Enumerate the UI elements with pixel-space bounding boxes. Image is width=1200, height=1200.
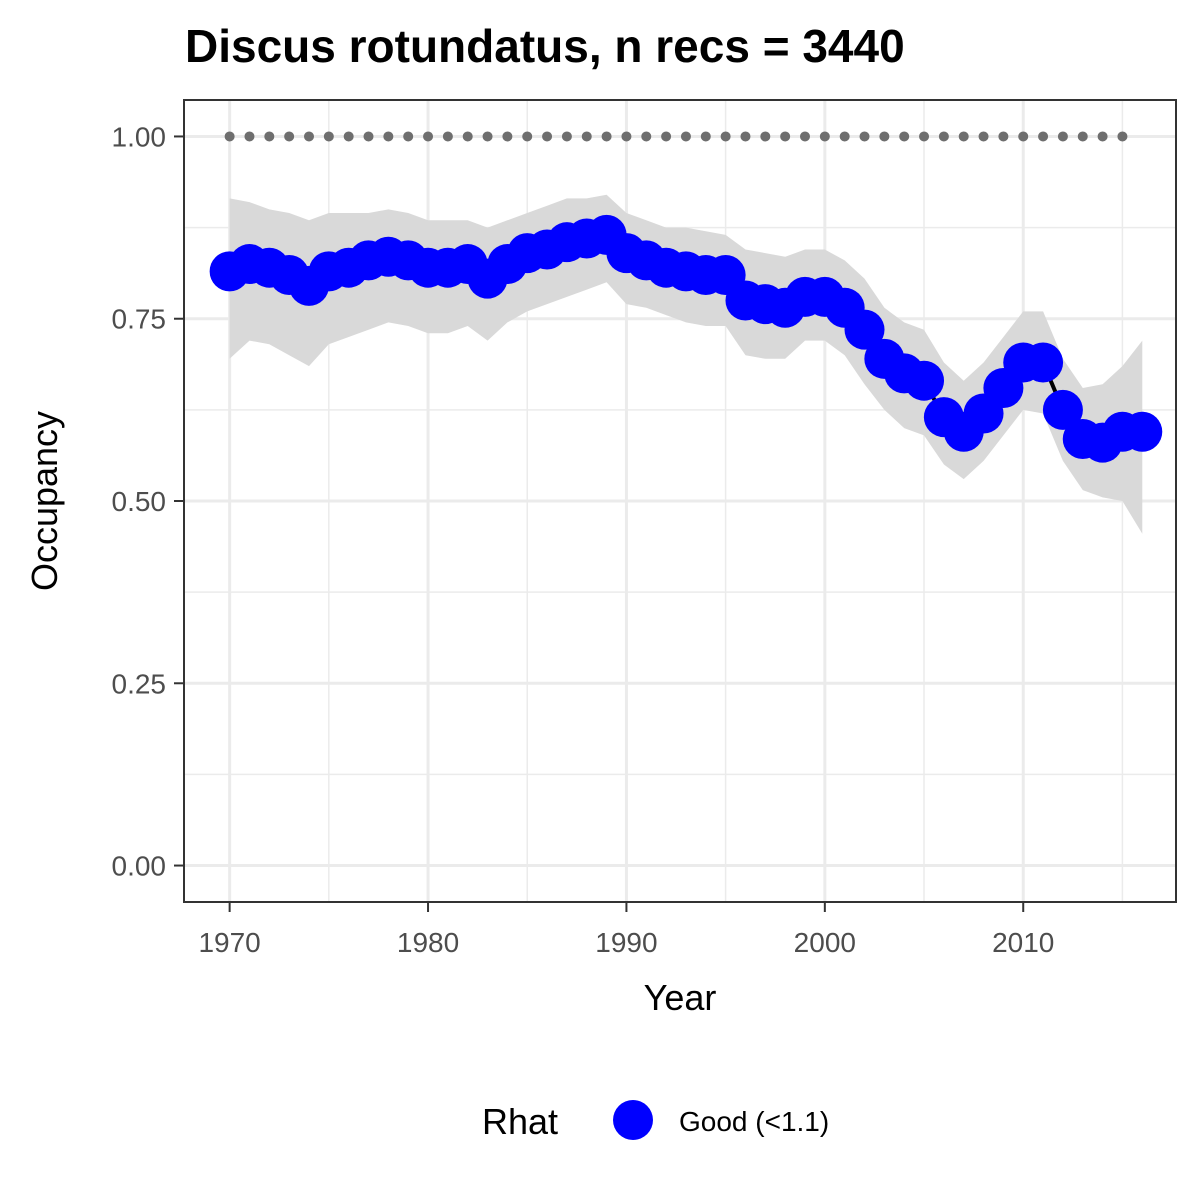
axes: 0.00 0.25 0.50 0.75 1.00 1970 1980 1990 2000 2010 [112,121,1055,958]
y-axis-title: Occupancy [24,411,65,591]
y-tick-label: 0.00 [112,851,167,882]
reference-dot [542,131,553,142]
x-tick-label: 2000 [794,927,856,958]
legend-key-good [613,1100,653,1140]
reference-dot [879,131,890,142]
reference-dot [1018,131,1029,142]
reference-dot [403,131,414,142]
data-point [1023,342,1064,383]
x-tick-label: 1980 [397,927,459,958]
reference-dot [561,131,572,142]
reference-dot [839,131,850,142]
y-tick-label: 0.50 [112,486,167,517]
x-axis-title: Year [644,977,717,1018]
data-point [1042,389,1083,430]
reference-dot [958,131,969,142]
reference-dot [442,131,453,142]
data-point [844,309,885,350]
reference-dot [859,131,870,142]
reference-dot [1057,131,1068,142]
legend: Rhat Good (<1.1) [482,1100,829,1142]
reference-dot [621,131,632,142]
reference-dot [482,131,493,142]
data-point [1122,411,1163,452]
data-point [904,360,945,401]
legend-title: Rhat [482,1101,558,1142]
reference-dot [740,131,751,142]
reference-dot [363,131,374,142]
reference-dot [224,131,235,142]
reference-dot [720,131,731,142]
reference-dot [938,131,949,142]
reference-dot [581,131,592,142]
reference-dot [899,131,910,142]
reference-dot [680,131,691,142]
reference-dot [343,131,354,142]
reference-dot [919,131,930,142]
reference-dot [1077,131,1088,142]
reference-dot [780,131,791,142]
y-tick-label: 0.75 [112,304,167,335]
reference-dot [799,131,810,142]
chart-title: Discus rotundatus, n recs = 3440 [185,20,905,72]
reference-dot [423,131,434,142]
reference-dot [1117,131,1128,142]
x-tick-label: 2010 [992,927,1054,958]
reference-dot [1038,131,1049,142]
reference-dot [978,131,989,142]
reference-dot [323,131,334,142]
y-tick-label: 1.00 [112,121,167,152]
reference-dot [760,131,771,142]
reference-dot [700,131,711,142]
reference-dot [244,131,255,142]
reference-dot [601,131,612,142]
reference-dot [383,131,394,142]
data-points [209,214,1163,463]
x-tick-label: 1990 [595,927,657,958]
reference-dot [998,131,1009,142]
legend-label-good: Good (<1.1) [679,1106,829,1137]
x-tick-label: 1970 [198,927,260,958]
reference-dot [303,131,314,142]
reference-dot [462,131,473,142]
reference-dot [819,131,830,142]
y-tick-label: 0.25 [112,668,167,699]
reference-dot [1097,131,1108,142]
reference-dot [284,131,295,142]
reference-dot [641,131,652,142]
reference-dot [522,131,533,142]
reference-dot [264,131,275,142]
reference-line [224,131,1128,142]
reference-dot [661,131,672,142]
reference-dot [502,131,513,142]
